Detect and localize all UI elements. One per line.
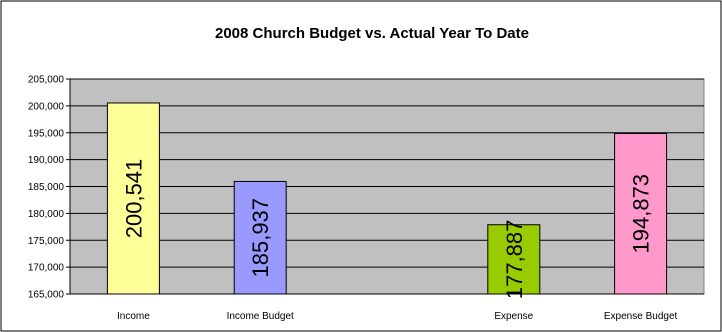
bar [106, 102, 160, 295]
bar [487, 224, 541, 295]
y-tick-label: 175,000 [28, 236, 65, 247]
data-labels: 200,541 185,937 177,887 194,873 [121, 159, 653, 299]
category-label: Expense Budget [604, 311, 678, 322]
category-label: Income Budget [227, 311, 294, 322]
y-tick-label: 170,000 [28, 263, 65, 274]
data-label: 194,873 [629, 174, 654, 254]
bars [106, 102, 668, 295]
data-label: 177,887 [502, 220, 527, 300]
y-axis: 165,000 170,000 175,000 180,000 185,000 190,0… [28, 75, 71, 301]
y-tick-label: 185,000 [28, 182, 65, 193]
category-label: Income [117, 311, 150, 322]
data-label: 185,937 [248, 198, 273, 278]
y-tick-label: 190,000 [28, 155, 65, 166]
bar [614, 132, 668, 295]
y-tick-label: 200,000 [28, 101, 65, 112]
y-tick-label: 205,000 [28, 75, 65, 86]
category-label: Expense [494, 311, 533, 322]
chart-title: 2008 Church Budget vs. Actual Year To Da… [215, 25, 529, 42]
x-axis: Income Income Budget Expense Expense Budget [70, 293, 704, 322]
y-tick-label: 180,000 [28, 209, 65, 220]
y-tick-label: 165,000 [28, 290, 65, 301]
data-label: 200,541 [121, 159, 146, 239]
gridlines [70, 78, 704, 268]
y-tick-label: 195,000 [28, 128, 65, 139]
bar [233, 180, 287, 295]
